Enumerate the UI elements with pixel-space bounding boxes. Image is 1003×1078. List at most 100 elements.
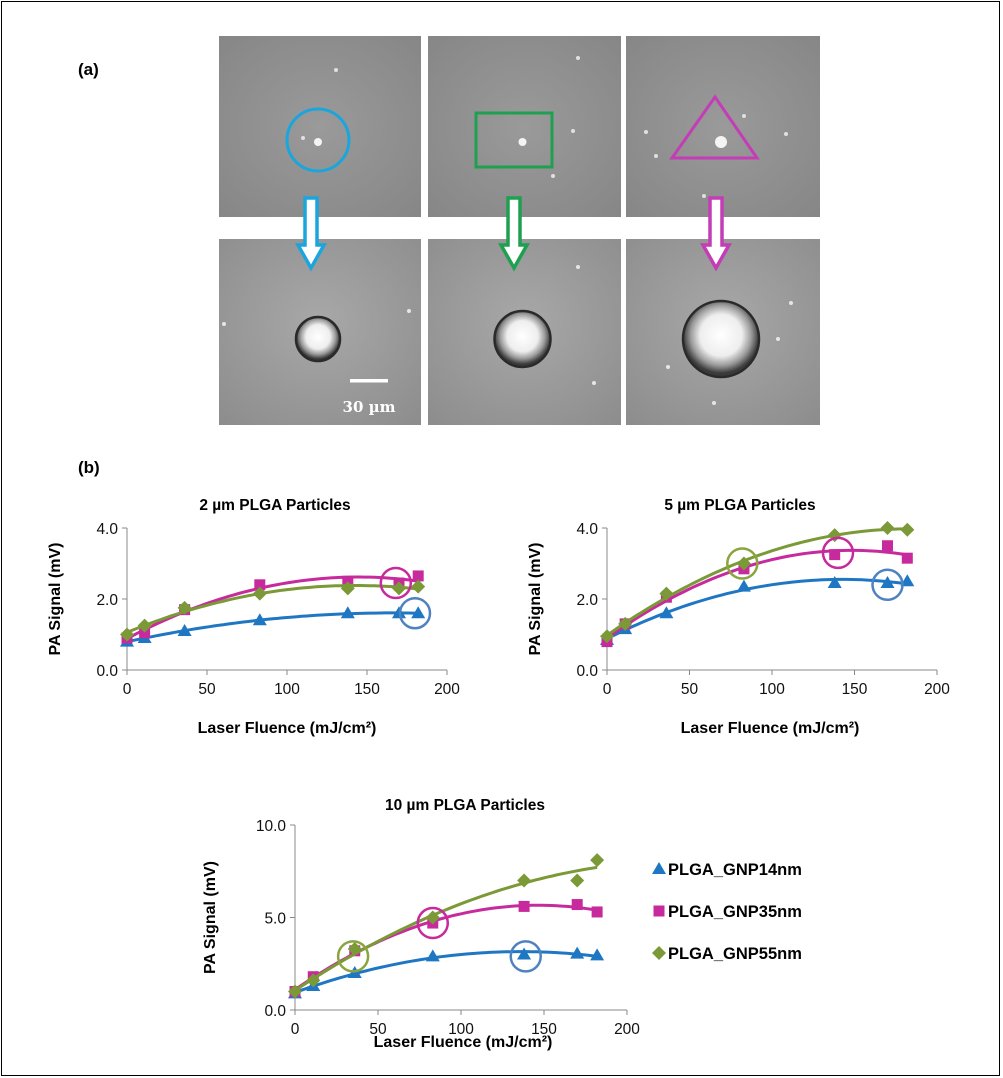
- data-point: [177, 600, 192, 615]
- down-arrow-icon: [700, 196, 732, 272]
- highlight-circle: [871, 568, 904, 602]
- series-PLGA_GNP55nm: [120, 579, 426, 642]
- data-point: [829, 549, 841, 561]
- data-point: [347, 941, 362, 956]
- data-point: [306, 973, 321, 988]
- data-point: [827, 576, 842, 589]
- data-point: [137, 618, 152, 633]
- data-point: [517, 873, 532, 888]
- legend-item: PLGA_GNP55nm: [652, 945, 802, 963]
- legend-label: PLGA_GNP55nm: [668, 945, 802, 963]
- x-axis-label: Laser Fluence (mJ/cm²): [374, 1034, 553, 1051]
- legend-marker-icon: [652, 946, 666, 960]
- data-point: [618, 616, 633, 631]
- y-tick-label: 5.0: [264, 911, 286, 928]
- data-point: [570, 946, 585, 959]
- legend-marker-icon: [652, 862, 666, 874]
- scale-bar-label: 30 µm: [343, 398, 396, 416]
- data-point: [254, 579, 266, 591]
- data-point: [392, 581, 406, 596]
- data-point: [900, 574, 915, 587]
- y-tick-label: 0.0: [96, 663, 118, 680]
- data-point: [590, 853, 605, 868]
- down-arrow-icon: [498, 196, 530, 272]
- data-point: [659, 586, 674, 601]
- data-point: [120, 627, 134, 642]
- x-tick-label: 150: [531, 1021, 557, 1038]
- triangle-marker-icon: [669, 94, 760, 160]
- data-point: [340, 606, 355, 619]
- legend-label: PLGA_GNP14nm: [668, 861, 802, 879]
- y-tick-label: 2.0: [576, 592, 598, 609]
- y-axis-label: PA Signal (mV): [47, 543, 64, 656]
- micrograph-before-1: [219, 36, 421, 217]
- highlight-circle: [398, 596, 432, 630]
- y-tick-label: 4.0: [576, 521, 598, 538]
- bubble: [494, 311, 551, 367]
- legend-label: PLGA_GNP35nm: [668, 903, 802, 921]
- data-point: [411, 579, 426, 594]
- x-tick-label: 200: [924, 681, 950, 698]
- x-tick-label: 200: [434, 681, 460, 698]
- x-tick-label: 200: [614, 1021, 640, 1038]
- data-point: [659, 606, 674, 619]
- highlight-circle: [336, 940, 370, 973]
- x-tick-label: 100: [759, 681, 785, 698]
- y-tick-label: 4.0: [96, 521, 118, 538]
- series-PLGA_GNP14nm: [120, 606, 426, 647]
- data-point: [736, 579, 751, 592]
- micrograph-before-3: [626, 36, 820, 217]
- trendline: [126, 584, 419, 634]
- panel-label-b: (b): [78, 458, 100, 477]
- bubble: [296, 317, 340, 361]
- trendline: [126, 611, 419, 644]
- series-PLGA_GNP14nm: [288, 946, 605, 999]
- data-point: [288, 984, 302, 999]
- data-point: [139, 627, 151, 639]
- chart-title: 2 µm PLGA Particles: [199, 497, 350, 514]
- chart-1: 2 µm PLGA Particles 0 50 100 150 200 0.0 2.0 4.0…: [47, 497, 460, 737]
- x-tick-label: 50: [369, 1021, 387, 1038]
- x-axis-label: Laser Fluence (mJ/cm²): [681, 720, 860, 737]
- series-PLGA_GNP55nm: [600, 521, 915, 644]
- y-tick-label: 0.0: [576, 663, 598, 680]
- y-axis-label: PA Signal (mV): [527, 543, 544, 656]
- trendline: [294, 865, 598, 992]
- micrograph-after-2: [428, 239, 621, 425]
- x-axis-label: Laser Fluence (mJ/cm²): [198, 720, 377, 737]
- data-point: [570, 873, 585, 888]
- scale-bar: [350, 379, 388, 383]
- micrograph-after-3: [626, 239, 820, 425]
- trendline: [294, 950, 598, 994]
- legend-marker-icon: [653, 905, 665, 917]
- rectangle-marker-icon: [474, 111, 554, 169]
- x-tick-label: 0: [603, 681, 612, 698]
- highlight-circle: [379, 566, 413, 600]
- x-tick-label: 100: [448, 1021, 474, 1038]
- legend-item: PLGA_GNP14nm: [652, 861, 802, 879]
- data-point: [736, 556, 751, 571]
- data-point: [518, 900, 530, 912]
- x-tick-label: 0: [123, 681, 132, 698]
- trendline: [606, 577, 908, 641]
- data-point: [411, 606, 426, 619]
- data-point: [900, 522, 915, 537]
- data-point: [571, 899, 583, 911]
- data-point: [517, 947, 532, 960]
- y-tick-label: 0.0: [264, 1003, 286, 1020]
- chart-3: 10 µm PLGA Particles 0 50 100 150 200 0.0 5.0 10…: [202, 797, 640, 1051]
- data-point: [342, 575, 354, 587]
- legend: PLGA_GNP14nm PLGA_GNP35nm PLGA_GNP55nm: [652, 861, 802, 963]
- chart-title: 5 µm PLGA Particles: [664, 497, 815, 514]
- data-point: [591, 906, 603, 918]
- circle-marker-icon: [285, 107, 351, 173]
- y-tick-label: 10.0: [256, 818, 287, 835]
- x-tick-label: 50: [681, 681, 699, 698]
- data-point: [600, 629, 614, 644]
- data-point: [252, 613, 267, 626]
- data-point: [177, 623, 192, 636]
- data-point: [880, 576, 895, 589]
- micrograph-after-1: 30 µm: [219, 239, 421, 425]
- y-tick-label: 2.0: [96, 592, 118, 609]
